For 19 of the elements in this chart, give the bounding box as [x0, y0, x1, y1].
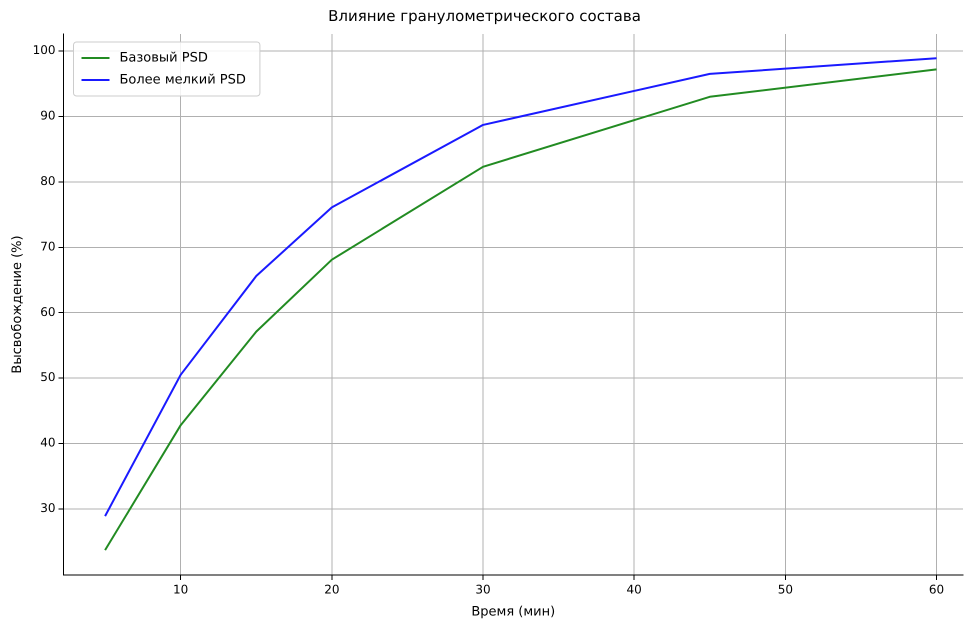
x-tick-label: 10	[173, 582, 188, 596]
chart-title: Влияние гранулометрического состава	[328, 6, 641, 25]
y-tick-label: 40	[40, 436, 56, 450]
y-axis-title: Высвобождение (%)	[10, 235, 26, 374]
x-tick-label: 50	[778, 582, 794, 596]
x-tick-label: 30	[475, 582, 491, 596]
legend-label: Более мелкий PSD	[120, 72, 246, 88]
x-tick-label: 60	[928, 582, 944, 596]
y-tick-label: 50	[40, 370, 56, 384]
legend-label: Базовый PSD	[120, 50, 208, 66]
x-axis-title: Время (мин)	[471, 604, 556, 620]
y-tick-label: 70	[40, 239, 56, 254]
y-tick-label: 100	[32, 43, 56, 58]
x-tick-label: 40	[626, 582, 642, 596]
y-tick-label: 60	[40, 304, 56, 319]
y-tick-label: 80	[40, 174, 56, 188]
x-tick-label: 20	[324, 582, 340, 596]
y-tick-label: 30	[40, 501, 56, 516]
y-tick-label: 90	[40, 108, 56, 123]
